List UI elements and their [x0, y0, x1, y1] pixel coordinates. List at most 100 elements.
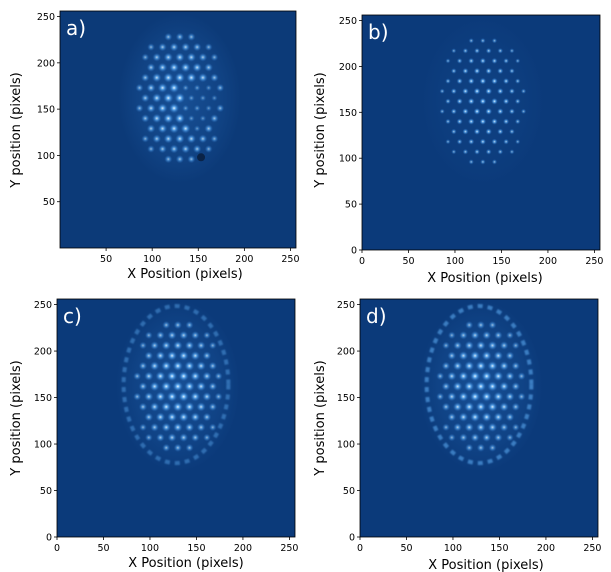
diffraction-spot [485, 148, 492, 155]
diffraction-spot [196, 361, 206, 371]
diffraction-spot [167, 350, 178, 361]
diffraction-spot [146, 63, 156, 72]
diffraction-spot [511, 361, 521, 371]
diffraction-spot [146, 124, 156, 134]
diffraction-spot [163, 72, 174, 83]
diffraction-spot [473, 128, 481, 135]
diffraction-spot [456, 98, 463, 105]
diffraction-spot [445, 118, 451, 125]
diffraction-spot [169, 123, 180, 134]
y-axis-label: Y position (pixels) [313, 72, 328, 188]
diffraction-spot [192, 42, 202, 52]
diffraction-spot [205, 84, 213, 92]
diffraction-spot [479, 138, 487, 145]
diffraction-spot [480, 159, 486, 165]
diffraction-spot [468, 138, 475, 145]
x-tick-label: 200 [539, 256, 557, 267]
y-tick-label: 150 [337, 393, 355, 404]
diffraction-spot [174, 72, 186, 83]
dark-spot [197, 153, 206, 162]
y-tick-label: 50 [345, 200, 357, 211]
diffraction-spot [187, 154, 196, 164]
y-tick-label: 250 [37, 12, 55, 23]
x-tick-label: 250 [280, 543, 298, 554]
diffraction-spot [497, 108, 504, 115]
diffraction-spot [149, 402, 160, 412]
diffraction-spot [180, 123, 191, 134]
diffraction-spot [479, 118, 487, 125]
diffraction-spot [190, 412, 201, 422]
x-tick-label: 250 [583, 543, 601, 554]
diffraction-spot [173, 340, 183, 351]
axes-frame [359, 298, 599, 538]
diffraction-spot [166, 370, 178, 382]
diffraction-spot [505, 433, 514, 442]
diffraction-spot [459, 330, 468, 340]
x-tick-label: 200 [234, 543, 252, 554]
diffraction-spot [179, 432, 189, 443]
diffraction-spot [204, 144, 213, 153]
diffraction-spot [210, 73, 219, 82]
diffraction-spot [163, 52, 174, 63]
diffraction-spot [173, 443, 183, 452]
y-tick-label: 200 [37, 58, 55, 69]
diffraction-spot [180, 62, 191, 73]
diffraction-spot [172, 401, 184, 413]
diffraction-spot [151, 72, 162, 83]
diffraction-spot [467, 77, 475, 85]
y-tick-label: 0 [351, 246, 357, 257]
diffraction-spot [162, 443, 171, 452]
diffraction-spot [442, 341, 450, 350]
diffraction-spot [192, 144, 202, 154]
diffraction-spot [476, 422, 486, 433]
diffraction-spot [491, 37, 498, 44]
diffraction-spot [520, 108, 527, 115]
diffraction-spot [174, 113, 186, 124]
diffraction-spot [196, 402, 206, 412]
diffraction-spot [441, 381, 451, 391]
diffraction-spot [445, 58, 451, 64]
diffraction-spot [144, 391, 154, 402]
diffraction-spot [499, 341, 509, 350]
diffraction-spot [475, 360, 487, 372]
panel-c: c) 0 50 100 150 200 250 0 50 100 150 200 250 X Positi… [9, 298, 298, 571]
diffraction-spot [517, 392, 526, 401]
y-tick-label: 0 [46, 533, 52, 544]
diffraction-spot [447, 371, 457, 381]
diffraction-spot [169, 42, 179, 52]
y-axis-label: Y position (pixels) [9, 72, 24, 188]
diffraction-spot [447, 391, 457, 402]
diffraction-spot [499, 422, 509, 432]
diffraction-spot [210, 114, 219, 123]
diffraction-spot [155, 391, 166, 402]
diffraction-spot [157, 123, 168, 134]
diffraction-spot [149, 361, 160, 371]
axes-frame [361, 14, 601, 251]
diffraction-spot [186, 72, 197, 83]
diffraction-spot [482, 432, 492, 443]
diffraction-spot [497, 87, 504, 95]
diffraction-spot [216, 104, 225, 113]
diffraction-spot [499, 361, 509, 371]
diffraction-spot [144, 412, 154, 422]
diffraction-spot [147, 43, 156, 52]
diffraction-spot [198, 134, 208, 144]
diffraction-spot [509, 149, 515, 155]
diffraction-spot [442, 423, 450, 432]
diffraction-spot [458, 350, 469, 361]
diffraction-spot [470, 350, 481, 361]
diffraction-spot [186, 134, 197, 144]
diffraction-spot [503, 57, 510, 64]
diffraction-spot [488, 320, 497, 330]
diffraction-spot [164, 32, 173, 42]
y-tick-label: 250 [339, 16, 357, 27]
diffraction-spot [204, 43, 213, 52]
x-tick-label: 150 [492, 256, 510, 267]
diffraction-spot [186, 52, 197, 63]
diffraction-spot [161, 360, 172, 372]
diffraction-spot [202, 412, 212, 422]
diffraction-spot [467, 118, 475, 125]
x-tick-label: 250 [585, 256, 603, 267]
x-axis-label: X Position (pixels) [128, 556, 243, 571]
diffraction-spot [485, 107, 493, 115]
